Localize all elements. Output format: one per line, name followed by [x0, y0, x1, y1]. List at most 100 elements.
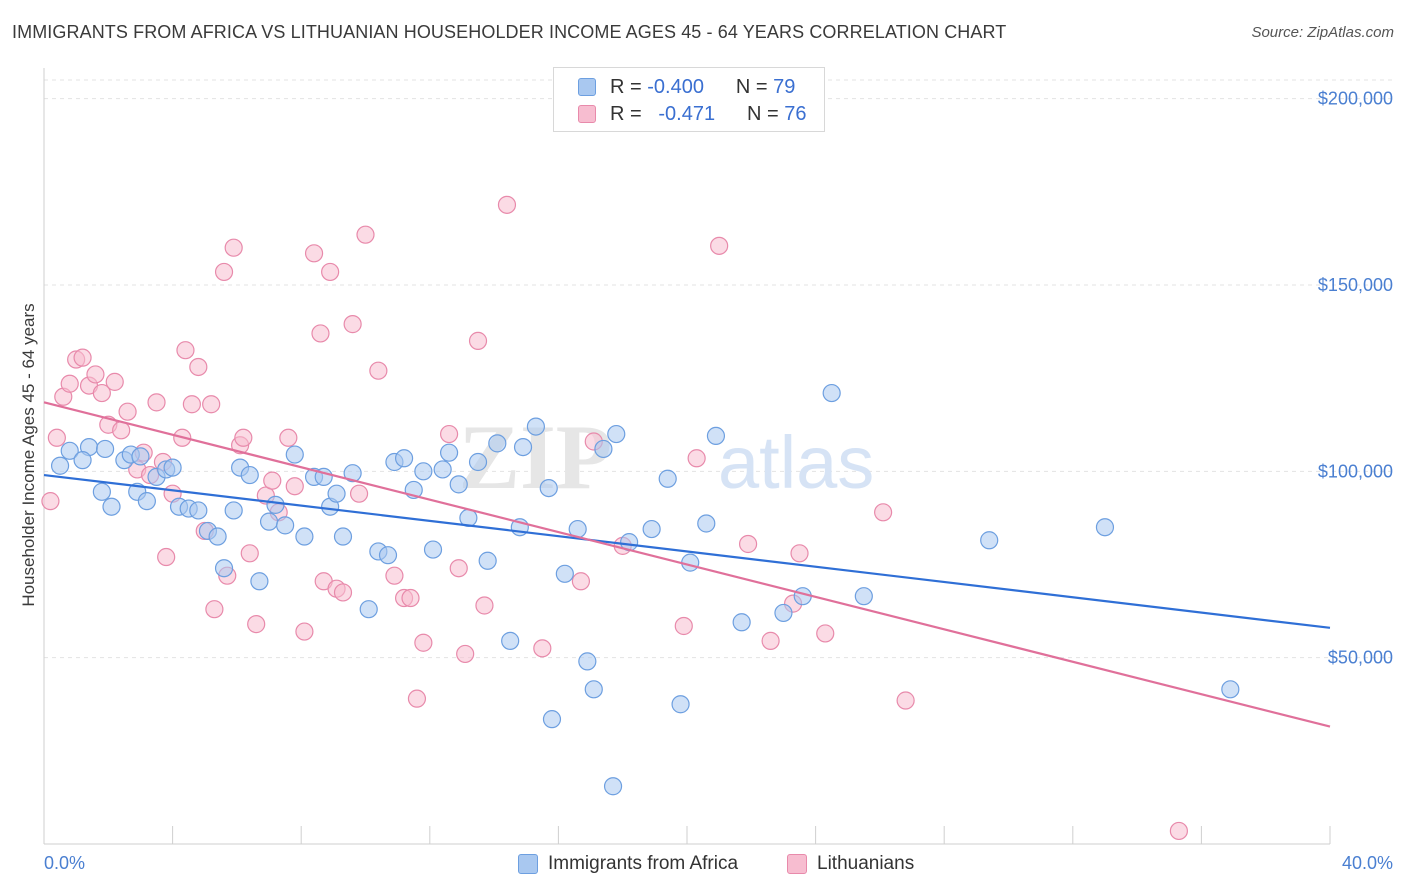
- africa-point: [327, 484, 346, 503]
- bottom-legend-lithuanians: Lithuanians: [787, 851, 914, 877]
- lithuanians-point: [47, 428, 66, 447]
- y-tick-label: $150,000: [1318, 275, 1393, 295]
- lithuanians-point: [1169, 821, 1188, 841]
- lithuanians-point: [533, 639, 552, 658]
- africa-point: [439, 443, 459, 462]
- lithuanians-point: [205, 600, 224, 619]
- legend-n-label: N =: [735, 75, 768, 98]
- africa-point: [276, 516, 295, 535]
- africa-point: [414, 462, 433, 481]
- legend-r-label: R =: [610, 75, 642, 98]
- lithuanians-point: [414, 633, 433, 652]
- y-axis-label: Householder Income Ages 45 - 64 years: [19, 303, 38, 606]
- africa-point: [774, 603, 793, 623]
- lithuanians-point: [263, 471, 282, 490]
- lithuanians-point: [311, 324, 330, 343]
- legend-swatch-blue: [578, 78, 596, 96]
- lithuanians-point: [468, 331, 488, 350]
- africa-point: [513, 437, 533, 457]
- lithuanians-point: [304, 244, 324, 263]
- lithuanians-point: [279, 428, 298, 447]
- lithuanians-point: [710, 236, 729, 255]
- bottom-legend-swatch-blue: [518, 854, 538, 874]
- africa-point: [526, 417, 545, 436]
- lithuanians-point: [60, 374, 79, 393]
- africa-point: [584, 680, 603, 699]
- africa-point: [642, 519, 661, 539]
- africa-point: [449, 475, 468, 494]
- lithuanians-point: [497, 195, 517, 214]
- lithuanians-point: [761, 631, 780, 650]
- africa-point: [359, 600, 378, 619]
- axes: [43, 68, 1331, 845]
- legend-r-value: -0.400: [647, 75, 704, 98]
- lithuanians-point: [571, 572, 591, 591]
- africa-point: [137, 492, 156, 511]
- africa-point: [822, 383, 841, 403]
- lithuanians-point: [738, 534, 758, 554]
- lithuanians-point: [247, 615, 266, 634]
- lithuanians-point: [349, 484, 369, 503]
- africa-point: [285, 445, 304, 464]
- africa-point: [603, 777, 623, 796]
- africa-point: [378, 546, 398, 565]
- africa-point: [681, 553, 700, 572]
- africa-point: [1095, 518, 1115, 537]
- lithuanians-point: [295, 622, 314, 641]
- source-label: Source: ZipAtlas.com: [1251, 24, 1394, 41]
- africa-point: [295, 527, 314, 546]
- lithuanians-point: [333, 583, 353, 602]
- lithuanians-point: [407, 689, 427, 708]
- africa-point: [208, 527, 227, 546]
- africa-point: [542, 710, 562, 729]
- africa-point: [95, 439, 115, 459]
- lithuanians-point: [176, 341, 195, 360]
- lithuanians-point: [874, 503, 893, 522]
- africa-point: [163, 458, 182, 477]
- africa-point: [423, 540, 443, 559]
- africa-point: [214, 559, 234, 578]
- lithuanians-point: [475, 596, 494, 615]
- africa-point: [266, 495, 285, 514]
- africa-point: [250, 572, 269, 591]
- legend-n-label: N =: [747, 102, 779, 125]
- trend-lines: [43, 401, 1331, 728]
- legend-row-lithuanians: R = -0.471 N = 76: [578, 101, 807, 127]
- africa-point: [488, 434, 507, 453]
- lithuanians-point: [92, 383, 111, 403]
- lithuanians-point: [73, 348, 92, 367]
- lithuanians-point: [449, 559, 468, 578]
- africa-point: [189, 501, 208, 520]
- x-tick-label: 0.0%: [44, 853, 85, 873]
- africa-point: [706, 426, 726, 446]
- africa-point: [671, 695, 690, 714]
- lithuanians-point: [189, 357, 208, 377]
- africa-point: [240, 465, 259, 485]
- africa-point: [102, 497, 121, 516]
- legend-r-value: -0.471: [658, 102, 716, 125]
- lithuanians-points: [41, 195, 1188, 841]
- bottom-legend-label: Immigrants from Africa: [548, 853, 739, 874]
- lithuanians-point: [456, 644, 475, 664]
- lithuanians-point: [86, 365, 105, 384]
- lithuanians-point: [439, 424, 459, 444]
- lithuanians-point: [105, 372, 124, 391]
- y-tick-label: $200,000: [1318, 89, 1393, 109]
- correlation-legend: R = -0.400 N = 79 R = -0.471 N = 76: [553, 67, 825, 132]
- watermark: ZIP atlas: [459, 406, 875, 508]
- x-tick-labels: 0.0% 40.0%: [44, 853, 1393, 873]
- africa-point: [658, 469, 677, 488]
- africa-point: [333, 527, 353, 546]
- africa-point: [980, 531, 999, 550]
- africa-point: [697, 514, 716, 533]
- africa-point: [594, 439, 613, 459]
- africa-point: [343, 464, 362, 483]
- bottom-legend-africa: Immigrants from Africa: [518, 851, 738, 877]
- lithuanians-point: [401, 588, 420, 608]
- africa-point: [539, 478, 558, 498]
- lithuanians-point: [343, 315, 362, 334]
- chart-title: IMMIGRANTS FROM AFRICA VS LITHUANIAN HOU…: [12, 22, 1007, 42]
- lithuanians-point: [147, 393, 166, 412]
- lithuanians-point: [234, 428, 253, 447]
